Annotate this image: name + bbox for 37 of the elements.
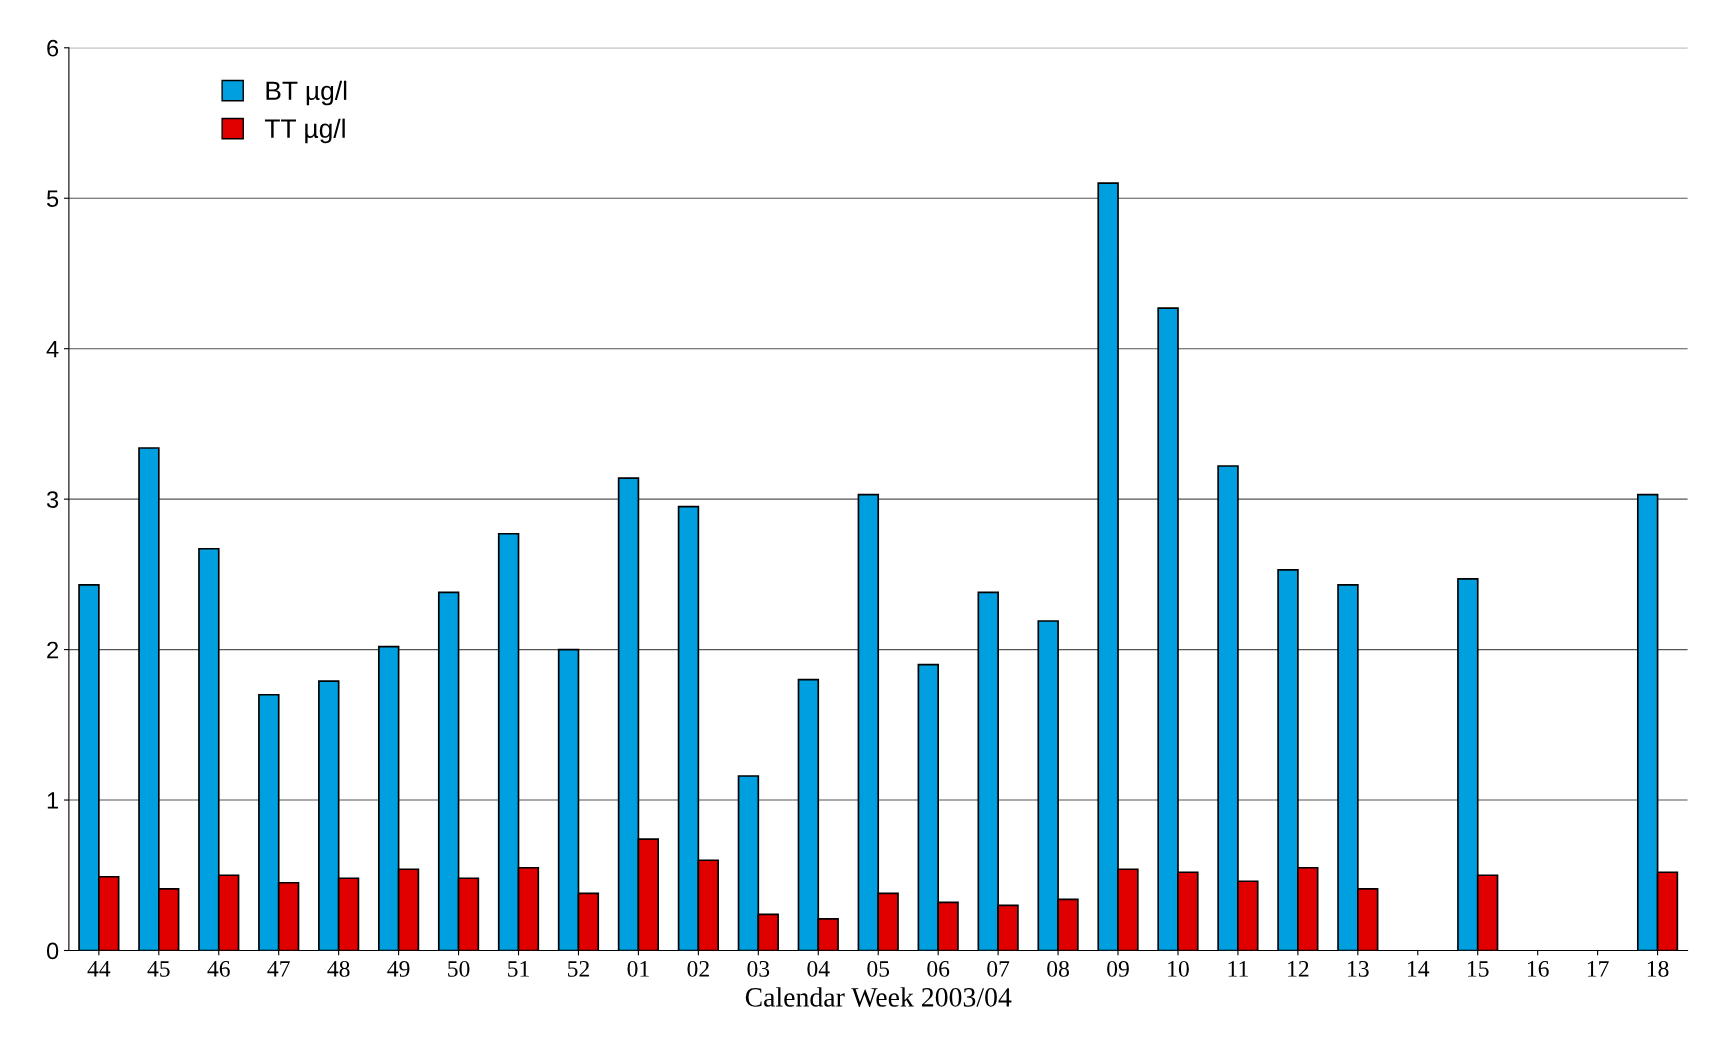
y-tick-label: 2 — [47, 641, 58, 659]
x-tick-label: 02 — [687, 960, 709, 977]
x-tick-label: 05 — [867, 960, 890, 977]
legend-label: BT µg/l — [266, 80, 347, 106]
y-tick-label: 4 — [46, 341, 59, 358]
x-tick-label: 10 — [1168, 960, 1189, 977]
x-tick-label: 13 — [1348, 960, 1369, 977]
x-tick-label: 11 — [1228, 961, 1248, 977]
x-tick-label: 44 — [87, 961, 111, 977]
x-tick-label: 04 — [807, 960, 830, 977]
x-tick-label: 50 — [448, 960, 470, 977]
y-tick-label: 0 — [46, 942, 59, 960]
x-tick-label: 03 — [747, 960, 770, 977]
x-tick-label: 51 — [508, 961, 529, 977]
x-tick-label: 47 — [267, 961, 290, 977]
x-tick-label: 12 — [1288, 960, 1309, 977]
x-tick-label: 48 — [327, 960, 350, 977]
x-tick-label: 49 — [387, 960, 410, 977]
x-tick-label: 09 — [1107, 960, 1129, 977]
y-tick-label: 6 — [47, 39, 59, 57]
y-tick-label: 1 — [47, 792, 59, 809]
x-axis-title: Calendar Week 2003/04 — [745, 987, 1012, 1007]
x-tick-label: 46 — [207, 960, 230, 977]
x-tick-label: 18 — [1647, 960, 1669, 977]
x-tick-label: 52 — [568, 960, 589, 977]
x-tick-label: 08 — [1047, 960, 1069, 977]
x-tick-label: 17 — [1587, 961, 1609, 977]
y-tick-label: 5 — [46, 190, 59, 208]
x-tick-label: 15 — [1468, 961, 1489, 977]
x-tick-label: 07 — [987, 960, 1010, 977]
x-tick-label: 01 — [627, 960, 649, 977]
x-tick-label: 14 — [1408, 961, 1430, 977]
legend-label: TT µg/l — [264, 118, 345, 144]
x-tick-label: 06 — [927, 960, 950, 977]
x-tick-label: 45 — [147, 961, 170, 977]
x-tick-label: 16 — [1527, 960, 1549, 977]
y-tick-label: 3 — [46, 491, 59, 508]
